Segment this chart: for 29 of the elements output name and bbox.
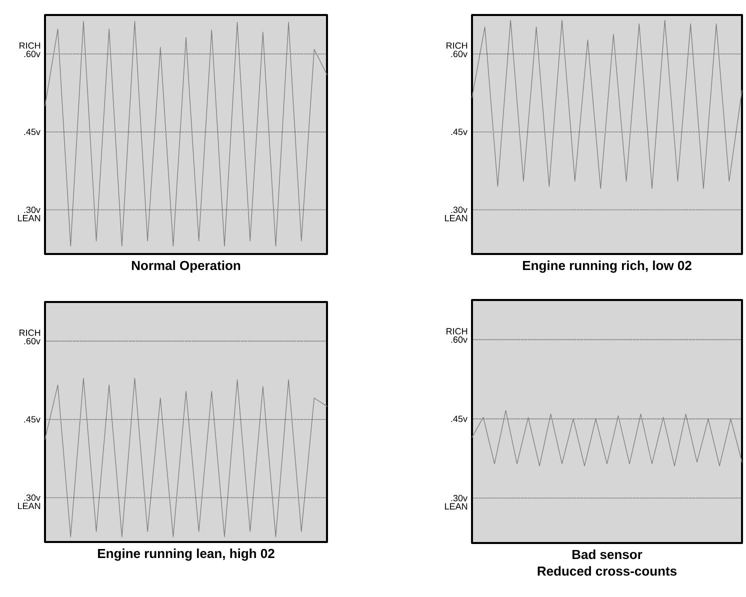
text: LEAN bbox=[445, 215, 468, 222]
text: RICH bbox=[20, 42, 40, 49]
y-tick-label: .45v bbox=[451, 416, 468, 422]
y-tick-label: .45v bbox=[24, 416, 40, 423]
y-tick-label: .45v bbox=[451, 128, 468, 136]
y-tick-label: .60v bbox=[451, 50, 468, 58]
line-series bbox=[44, 20, 328, 247]
y-tick-label: .30v bbox=[24, 494, 40, 501]
text: Bad sensor bbox=[572, 550, 642, 560]
y-tick-label: .45v bbox=[24, 128, 40, 136]
y-tick-label: .30v bbox=[451, 494, 468, 502]
y-tick-label: .60v bbox=[24, 50, 40, 58]
line-series bbox=[472, 410, 742, 466]
text: RICH bbox=[446, 42, 468, 49]
text: Engine running lean, high 02 bbox=[98, 548, 274, 561]
text: LEAN bbox=[18, 215, 40, 222]
y-tick-label: .60v bbox=[24, 338, 40, 344]
text: Engine running rich, low 02 bbox=[523, 260, 692, 273]
y-tick-label: .30v bbox=[24, 206, 40, 214]
text: Reduced cross-counts bbox=[538, 566, 677, 576]
line-series bbox=[44, 378, 328, 538]
y-tick-label: .60v bbox=[451, 336, 468, 343]
text: LEAN bbox=[18, 502, 40, 510]
text: RICH bbox=[446, 328, 468, 334]
line-series bbox=[472, 20, 742, 189]
y-tick-label: .30v bbox=[451, 206, 468, 214]
text: Normal Operation bbox=[132, 260, 240, 273]
text: LEAN bbox=[445, 503, 468, 510]
text: RICH bbox=[20, 330, 40, 336]
